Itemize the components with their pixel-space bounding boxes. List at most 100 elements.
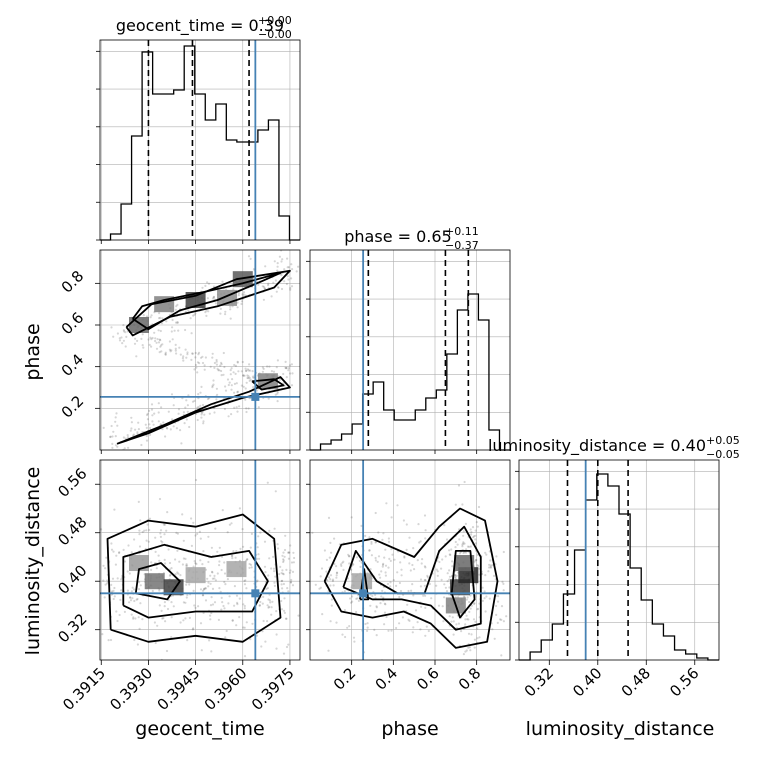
sample-point (196, 418, 199, 422)
sample-point (246, 368, 249, 371)
sample-point (174, 343, 177, 346)
sample-point (280, 260, 283, 263)
sample-point (384, 574, 387, 577)
sample-point (145, 439, 149, 442)
sample-point (112, 597, 115, 601)
sample-point (249, 369, 252, 372)
sample-point (330, 598, 333, 601)
sample-point (162, 421, 165, 424)
sample-point (381, 563, 385, 567)
sample-point (219, 590, 222, 593)
sample-point (160, 350, 163, 353)
sample-point (387, 566, 390, 569)
sample-point (237, 292, 241, 295)
sample-point (220, 369, 223, 373)
sample-point (458, 538, 461, 541)
sample-point (184, 328, 187, 332)
sample-point (240, 302, 243, 306)
sample-point (110, 548, 114, 551)
sample-point (136, 597, 139, 601)
sample-point (170, 567, 173, 570)
sample-point (481, 599, 484, 603)
sample-point (163, 558, 166, 562)
sample-point (242, 603, 245, 606)
sample-point (292, 551, 295, 554)
sample-point (237, 370, 240, 373)
sample-point (220, 608, 223, 611)
sample-point (391, 553, 394, 556)
sample-point (136, 431, 139, 434)
sample-point (396, 571, 399, 574)
sample-point (198, 362, 201, 365)
sample-point (399, 561, 402, 564)
sample-point (213, 411, 216, 414)
sample-point (153, 412, 156, 415)
sample-point (218, 560, 221, 563)
sample-point (242, 293, 245, 296)
sample-point (445, 590, 449, 593)
sample-point (270, 613, 273, 616)
sample-point (243, 607, 246, 610)
sample-point (200, 385, 203, 388)
sample-point (250, 532, 253, 536)
sample-point (190, 517, 193, 520)
sample-point (179, 621, 182, 624)
sample-point (277, 547, 280, 550)
sample-point (353, 640, 356, 643)
sample-point (236, 360, 239, 363)
sample-point (495, 613, 498, 617)
sample-point (223, 607, 226, 610)
sample-point (398, 581, 401, 585)
sample-point (118, 551, 121, 555)
sample-point (460, 630, 463, 633)
sample-point (401, 616, 404, 619)
sample-point (373, 628, 376, 632)
sample-point (281, 258, 284, 261)
sample-point (211, 386, 214, 389)
sample-point (435, 568, 438, 571)
sample-point (263, 565, 267, 568)
sample-point (177, 572, 180, 575)
sample-point (138, 581, 141, 584)
sample-point (370, 554, 373, 557)
sample-point (270, 370, 273, 373)
sample-point (214, 302, 217, 305)
sample-point (244, 398, 247, 401)
panel-content (100, 250, 300, 450)
sample-point (274, 490, 277, 493)
sample-point (454, 540, 457, 544)
sample-point (236, 410, 239, 413)
sample-point (171, 318, 174, 322)
sample-point (474, 534, 477, 537)
sample-point (474, 559, 477, 562)
sample-point (194, 606, 197, 610)
sample-point (141, 618, 144, 621)
sample-point (461, 545, 464, 548)
sample-point (330, 551, 333, 554)
sample-point (327, 516, 331, 520)
sample-point (262, 367, 265, 370)
sample-point (160, 344, 163, 347)
sample-point (320, 567, 324, 570)
sample-point (178, 346, 181, 349)
sample-point (115, 412, 118, 415)
sample-point (387, 540, 391, 544)
sample-point (169, 573, 172, 577)
hist-panel-geocent-time (96, 40, 300, 241)
sample-point (332, 584, 335, 587)
contour-0 (323, 507, 499, 649)
sample-point (228, 595, 231, 598)
sample-point (364, 622, 367, 626)
sample-point (209, 618, 212, 621)
sample-point (233, 406, 236, 409)
sample-point (275, 633, 278, 636)
sample-point (274, 575, 277, 578)
sample-point (281, 572, 285, 575)
sample-point (115, 554, 118, 557)
sample-point (114, 416, 117, 419)
sample-point (236, 306, 239, 309)
sample-point (478, 636, 481, 639)
sample-point (343, 609, 346, 612)
sample-point (448, 615, 451, 618)
sample-point (369, 604, 372, 607)
